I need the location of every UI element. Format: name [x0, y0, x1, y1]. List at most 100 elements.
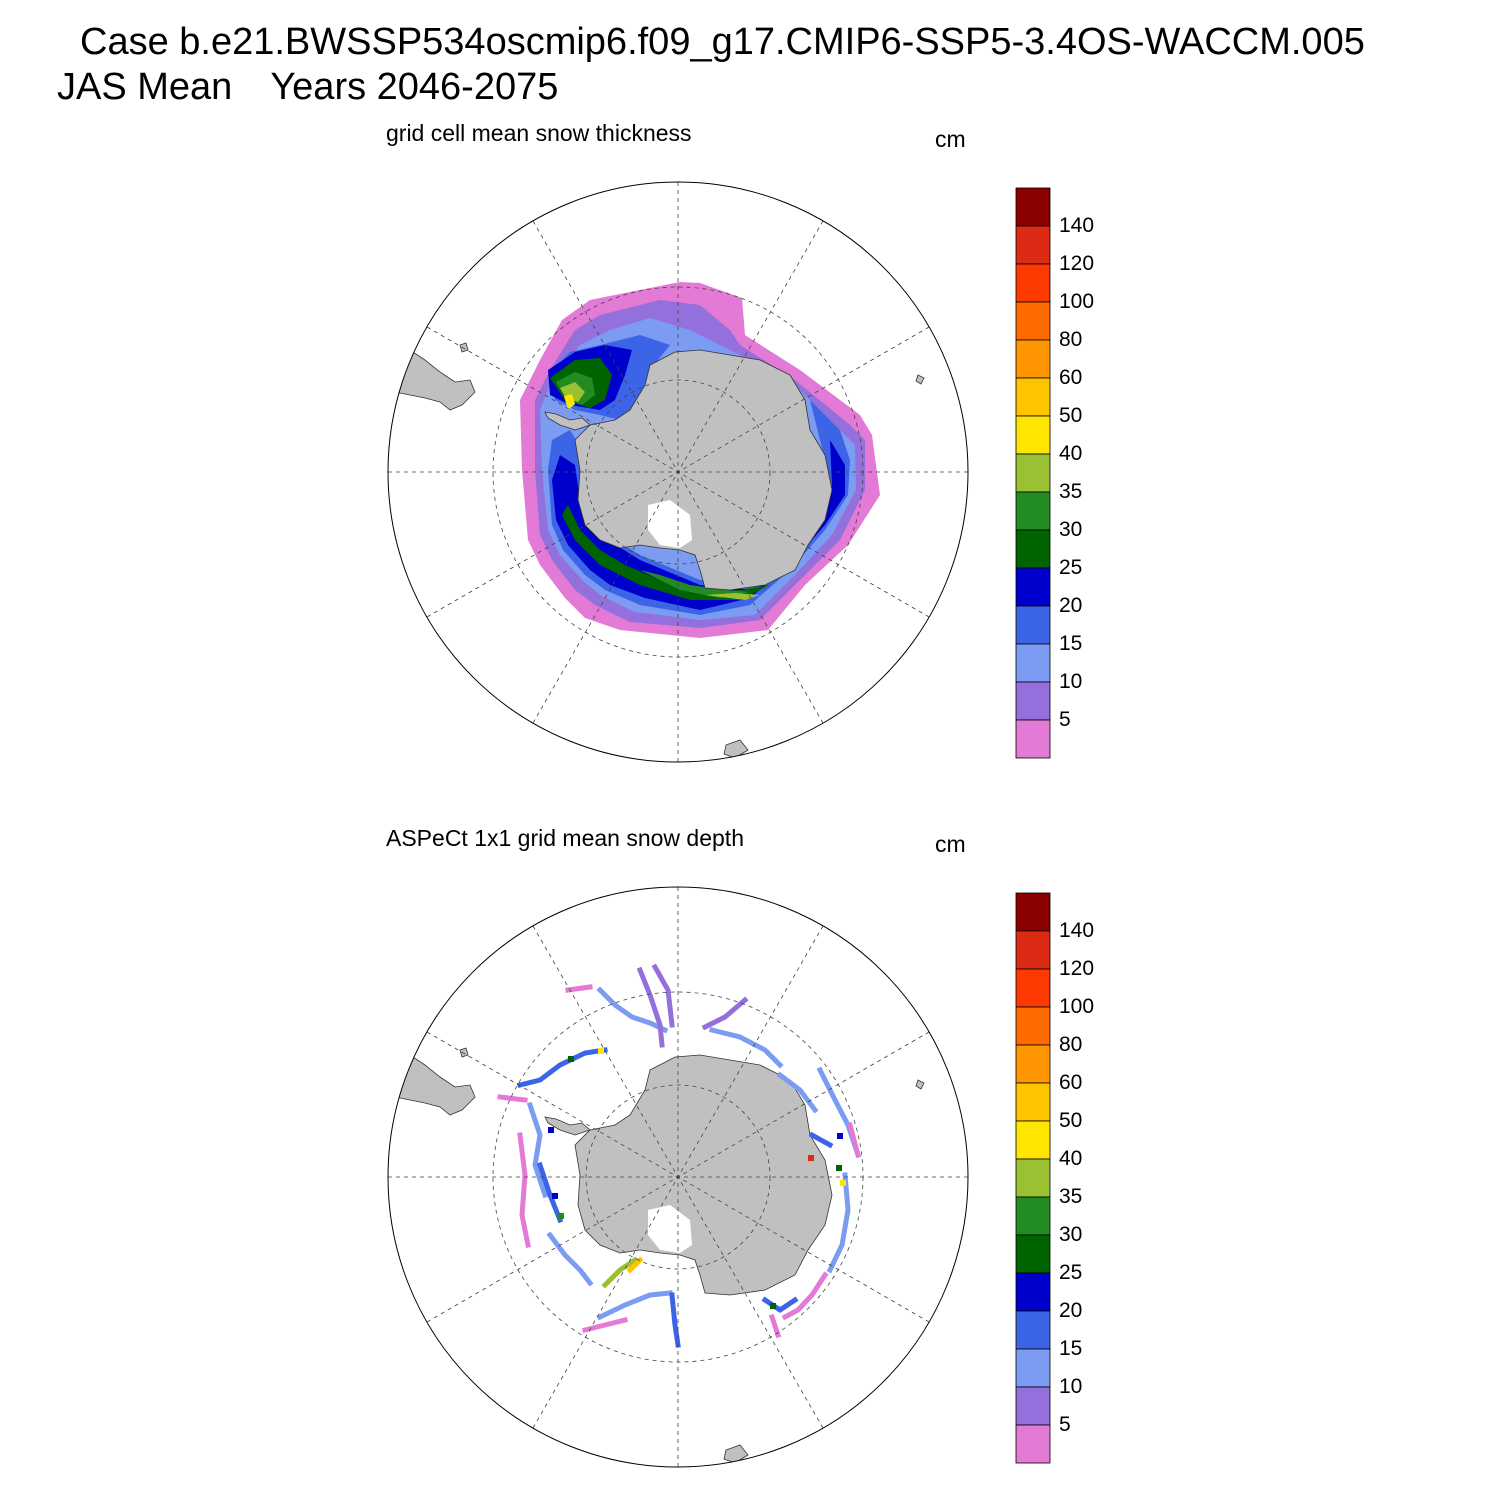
- graticule: [388, 182, 968, 762]
- land-island: [915, 374, 925, 385]
- colorbar-swatch: [1015, 339, 1051, 379]
- colorbar-obs: 140 120 100 80 60 50 40 35 30 25 20 15 10 5: [1015, 892, 1094, 1464]
- land-south-america: [388, 1054, 476, 1116]
- page-subtitle: JAS Mean Years 2046-2075: [57, 67, 558, 107]
- page-title: Case b.e21.BWSSP534oscmip6.f09_g17.CMIP6…: [80, 21, 1365, 63]
- colorbar-swatch: [1015, 681, 1051, 721]
- ship-track: [776, 1071, 819, 1114]
- colorbar-tick-label: 140: [1059, 214, 1095, 237]
- colorbar-tick-label: 15: [1059, 632, 1083, 655]
- ship-track: [536, 1161, 564, 1224]
- panel-title-obs: ASPeCt 1x1 grid mean snow depth: [386, 825, 744, 851]
- colorbar-swatch: [1015, 1044, 1051, 1084]
- ship-track: [596, 986, 669, 1034]
- ship-track: [526, 1101, 549, 1199]
- ship-track: [808, 1131, 834, 1149]
- colorbar-tick-label: 10: [1059, 670, 1083, 693]
- panel-title-model: grid cell mean snow thickness: [386, 120, 692, 146]
- colorbar-tick-label: 25: [1059, 556, 1083, 579]
- polar-map-obs: [387, 886, 969, 1468]
- colorbar-tick-label: 10: [1059, 1375, 1083, 1398]
- track-dot: [836, 1165, 842, 1171]
- track-dot: [552, 1193, 558, 1199]
- land-antarctica: [574, 1054, 833, 1296]
- map-boundary: [387, 181, 969, 763]
- colorbar-swatch: [1015, 1272, 1051, 1312]
- colorbar-tick-label: 100: [1059, 995, 1095, 1018]
- colorbar-swatch: [1015, 1310, 1051, 1350]
- colorbar-swatch: [1015, 643, 1051, 683]
- colorbar-tick-label: 120: [1059, 252, 1095, 275]
- ship-track: [781, 1271, 829, 1321]
- track-dot: [598, 1048, 604, 1054]
- track-dot: [808, 1155, 814, 1161]
- colorbar-tick-label: 80: [1059, 1033, 1083, 1056]
- ship-track: [651, 963, 675, 1028]
- colorbar-tick-label: 120: [1059, 957, 1095, 980]
- colorbar-tick-label: 40: [1059, 1147, 1083, 1170]
- ship-track: [516, 1047, 608, 1089]
- land-island: [459, 342, 469, 353]
- track-dot: [837, 1133, 843, 1139]
- ice-band-40-50: [564, 394, 575, 410]
- track-dot: [558, 1213, 564, 1219]
- colorbar-swatch: [1015, 1158, 1051, 1198]
- ship-track: [517, 1132, 531, 1248]
- ship-track: [546, 1231, 594, 1287]
- ship-track: [581, 1316, 629, 1334]
- colorbar-swatch: [1015, 1006, 1051, 1046]
- land-island: [459, 1047, 469, 1058]
- colorbar-tick-label: 35: [1059, 480, 1083, 503]
- colorbar-swatch: [1015, 719, 1051, 759]
- units-label-model: cm: [935, 126, 966, 152]
- ship-track: [596, 1290, 673, 1321]
- colorbar-tick-label: 5: [1059, 1413, 1071, 1436]
- land-island: [723, 1444, 749, 1464]
- colorbar-tick-label: 100: [1059, 290, 1095, 313]
- colorbar-swatch: [1015, 415, 1051, 455]
- colorbar-swatch: [1015, 605, 1051, 645]
- ship-track: [565, 984, 593, 993]
- colorbar-tick-label: 35: [1059, 1185, 1083, 1208]
- graticule: [388, 887, 968, 1467]
- colorbar-tick-label: 30: [1059, 1223, 1083, 1246]
- colorbar-swatch: [1015, 1386, 1051, 1426]
- colorbar-tick-label: 50: [1059, 404, 1083, 427]
- colorbar-swatch: [1015, 892, 1051, 932]
- ship-track: [626, 1256, 644, 1274]
- ship-track: [708, 1026, 784, 1069]
- land-antarctic-peninsula: [544, 411, 591, 431]
- ship-track: [826, 1172, 851, 1274]
- track-dot: [770, 1303, 776, 1309]
- colorbar-tick-label: 15: [1059, 1337, 1083, 1360]
- colorbar-swatch: [1015, 187, 1051, 227]
- colorbar-tick-label: 5: [1059, 708, 1071, 731]
- colorbar-tick-label: 25: [1059, 1261, 1083, 1284]
- colorbar-swatch: [1015, 1120, 1051, 1160]
- track-dot: [548, 1127, 554, 1133]
- colorbar-swatch: [1015, 930, 1051, 970]
- land-island: [723, 739, 749, 759]
- land-antarctica: [574, 349, 833, 591]
- ross-ice-shelf: [648, 1205, 692, 1253]
- ship-track: [669, 1292, 681, 1348]
- ship-track: [761, 1296, 799, 1314]
- colorbar-tick-label: 20: [1059, 594, 1083, 617]
- ship-track: [701, 996, 749, 1031]
- colorbar-swatch: [1015, 567, 1051, 607]
- colorbar-swatch: [1015, 225, 1051, 265]
- ross-ice-shelf: [648, 500, 692, 548]
- ship-tracks: [497, 963, 862, 1348]
- ship-track: [636, 966, 665, 1048]
- colorbar-tick-label: 30: [1059, 518, 1083, 541]
- colorbar-swatch: [1015, 491, 1051, 531]
- land-south-america: [388, 349, 476, 411]
- season-label: JAS Mean: [57, 66, 233, 108]
- map-boundary: [387, 886, 969, 1468]
- colorbar-tick-label: 60: [1059, 366, 1083, 389]
- years-label: Years 2046-2075: [270, 66, 559, 108]
- land-antarctic-peninsula: [544, 1116, 591, 1136]
- colorbar-tick-label: 40: [1059, 442, 1083, 465]
- polar-map-model: [387, 181, 969, 763]
- units-label-obs: cm: [935, 831, 966, 857]
